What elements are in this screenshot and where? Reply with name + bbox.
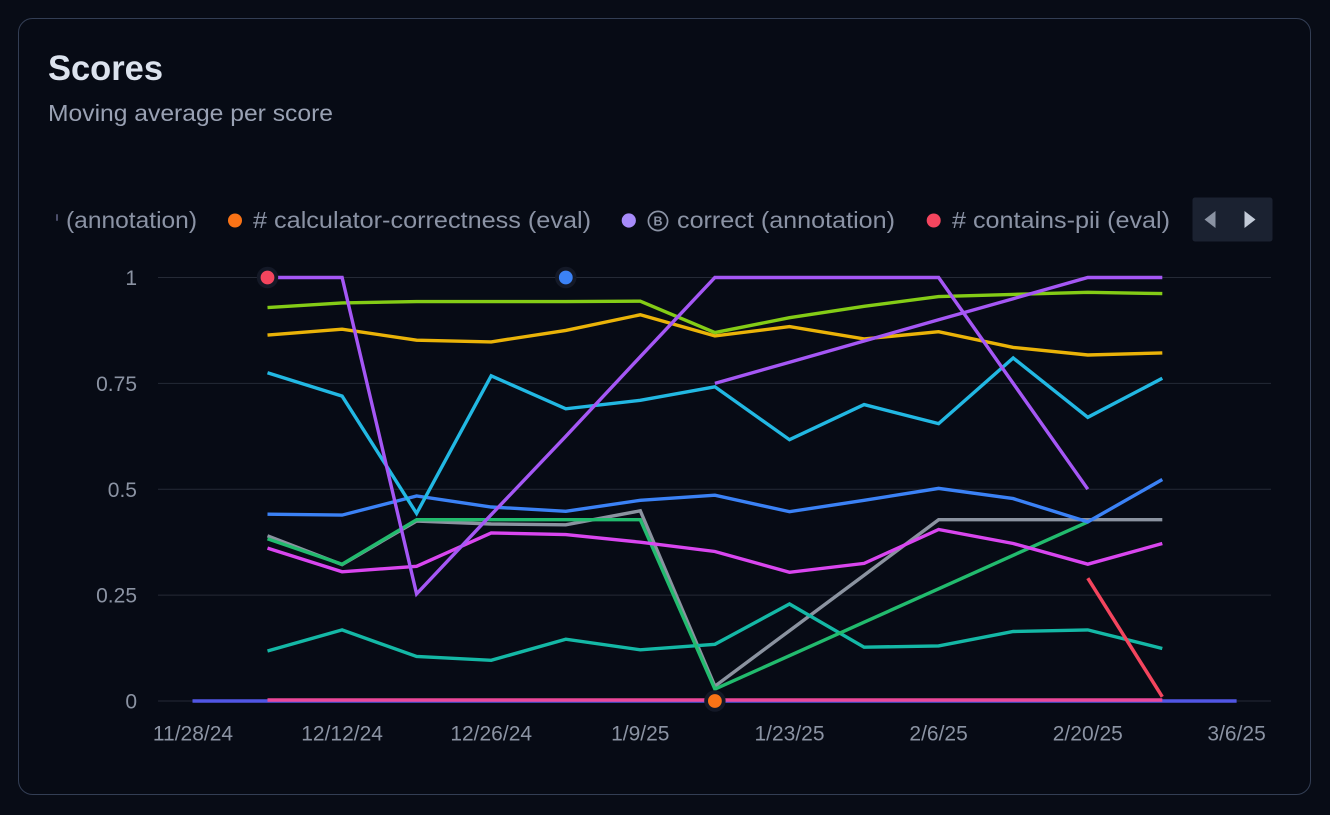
- svg-text:correct (annotation): correct (annotation): [677, 207, 895, 233]
- svg-text:# contains-pii (eval): # contains-pii (eval): [952, 207, 1170, 233]
- svg-text:1/9/25: 1/9/25: [611, 723, 669, 746]
- svg-text:B: B: [653, 215, 662, 229]
- svg-text:Moving average per score: Moving average per score: [48, 100, 333, 126]
- svg-text:2/6/25: 2/6/25: [909, 723, 967, 746]
- svg-text:1: 1: [125, 267, 137, 290]
- svg-text:12/12/24: 12/12/24: [301, 723, 383, 746]
- svg-text:2/20/25: 2/20/25: [1053, 723, 1123, 746]
- svg-text:0: 0: [125, 691, 137, 714]
- svg-text:1/23/25: 1/23/25: [754, 723, 824, 746]
- svg-text:0.5: 0.5: [108, 479, 137, 502]
- svg-text:0.25: 0.25: [96, 585, 137, 608]
- svg-text:3/6/25: 3/6/25: [1207, 723, 1265, 746]
- svg-text:11/28/24: 11/28/24: [153, 723, 234, 746]
- svg-text:(annotation): (annotation): [66, 207, 197, 233]
- svg-text:Scores: Scores: [48, 49, 163, 88]
- svg-text:0.75: 0.75: [96, 373, 137, 396]
- svg-text:12/26/24: 12/26/24: [450, 723, 532, 746]
- svg-text:# calculator-correctness (eval: # calculator-correctness (eval): [253, 207, 591, 233]
